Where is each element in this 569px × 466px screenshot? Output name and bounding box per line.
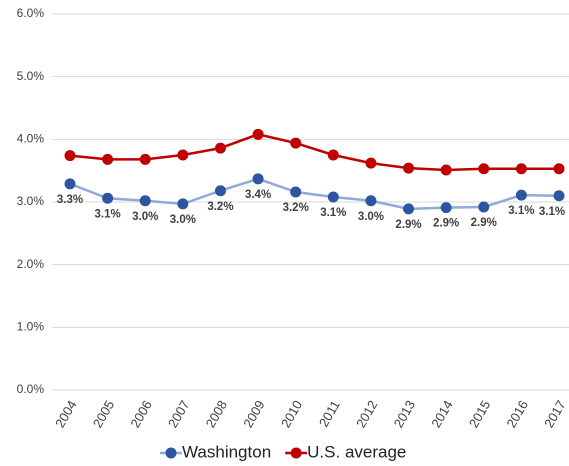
data-label: 3.1% [539,206,565,218]
data-point [177,198,189,210]
x-tick-label: 2016 [504,398,531,431]
data-point [440,164,452,176]
data-point [102,153,114,165]
legend-label: U.S. average [307,442,406,461]
data-point [64,150,76,162]
data-label: 3.0% [358,211,384,223]
legend-marker [290,447,302,459]
data-point [252,128,264,140]
data-point [327,149,339,161]
data-point [252,173,264,185]
x-tick-label: 2013 [391,398,418,431]
y-tick-label: 3.0% [17,194,45,208]
y-tick-label: 2.0% [17,257,45,271]
data-point [440,202,452,214]
x-tick-label: 2005 [90,398,117,431]
data-point [102,192,114,204]
data-point [365,195,377,207]
data-label: 3.1% [320,207,346,219]
x-tick-label: 2004 [52,398,79,431]
data-point [553,190,565,202]
data-point [64,178,76,190]
y-tick-label: 1.0% [17,320,45,334]
data-label: 3.2% [283,202,309,214]
data-label: 2.9% [433,218,459,230]
data-label: 3.1% [508,205,534,217]
data-label: 3.4% [245,189,271,201]
data-point [290,186,302,198]
y-tick-label: 0.0% [17,382,45,396]
x-tick-label: 2007 [165,398,192,431]
data-point [478,163,490,175]
data-point [515,163,527,175]
data-point [403,203,415,215]
data-point [403,162,415,174]
x-tick-label: 2008 [203,398,230,431]
y-tick-label: 4.0% [17,132,45,146]
data-label: 2.9% [395,219,421,231]
x-tick-label: 2011 [316,398,343,430]
legend-label: Washington [182,442,271,461]
series-line [69,177,560,211]
data-point [214,185,226,197]
data-label: 2.9% [471,217,497,229]
y-tick-label: 6.0% [17,6,45,20]
x-tick-label: 2006 [127,398,154,431]
x-tick-label: 2014 [428,398,455,431]
data-point [365,157,377,169]
x-tick-label: 2012 [353,398,380,431]
series-line [69,133,559,172]
data-point [327,191,339,203]
data-point [478,201,490,213]
data-label: 3.0% [132,211,158,223]
data-point [290,137,302,149]
data-label: 3.0% [170,214,196,226]
x-tick-label: 2015 [466,398,493,431]
data-point [214,142,226,154]
data-point [553,163,565,175]
x-tick-label: 2017 [541,398,568,431]
y-tick-label: 5.0% [17,69,45,83]
data-point [515,189,527,201]
data-label: 3.3% [57,194,83,206]
x-tick-label: 2009 [240,398,267,431]
legend-marker [165,447,177,459]
data-point [139,153,151,165]
x-tick-label: 2010 [278,398,305,431]
data-point [139,195,151,207]
data-point [177,149,189,161]
data-label: 3.2% [207,201,233,213]
data-label: 3.1% [95,208,121,220]
